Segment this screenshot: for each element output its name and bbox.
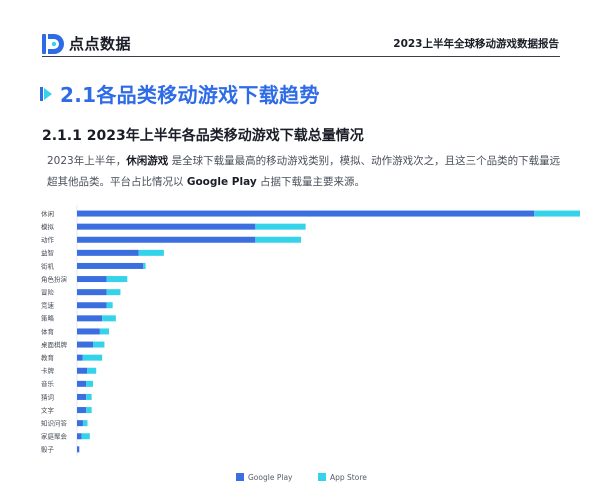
section-title: 2.1各品类移动游戏下载趋势 (60, 83, 320, 107)
bar-app-store (143, 262, 146, 269)
bar-google-play (77, 315, 103, 322)
dd-logo-icon (42, 33, 64, 54)
bar-google-play (77, 262, 144, 269)
legend-label-app-store: App Store (330, 473, 367, 482)
logo-text: 点点数据 (69, 35, 132, 53)
bar-app-store (93, 341, 105, 348)
section-heading: 2.1各品类移动游戏下载趋势 (40, 79, 320, 108)
bar-google-play (77, 276, 107, 283)
bar-google-play (77, 223, 256, 230)
bar-google-play (77, 341, 94, 348)
paragraph-text-1: 2023年上半年， (47, 155, 127, 167)
bar-google-play (77, 210, 535, 217)
category-label: 骰子 (41, 446, 55, 454)
bar-app-store (106, 276, 128, 283)
category-label: 知识问答 (41, 418, 68, 427)
bar-app-store (106, 302, 113, 309)
category-label: 家庭聚会 (41, 432, 68, 441)
category-label: 卡牌 (41, 366, 55, 375)
legend-label-google-play: Google Play (248, 473, 293, 482)
category-label: 猜词 (41, 392, 54, 401)
category-label: 竞速 (41, 301, 55, 310)
bar-google-play (77, 354, 83, 361)
bar-app-store (86, 393, 92, 400)
legend-swatch-app-store (318, 473, 326, 481)
category-label: 冒险 (41, 287, 55, 296)
category-label: 模拟 (41, 222, 55, 231)
category-label: 体育 (41, 327, 55, 336)
category-label: 桌面棋牌 (41, 340, 68, 349)
category-label: 角色扮演 (41, 274, 68, 283)
bar-app-store (86, 380, 94, 387)
legend-swatch-google-play (236, 473, 244, 481)
category-label: 益智 (41, 248, 54, 257)
bar-app-store (87, 367, 97, 374)
bar-app-store (102, 315, 116, 322)
category-label: 文字 (41, 405, 55, 414)
bar-google-play (77, 302, 107, 309)
bar-app-store (81, 433, 90, 440)
paragraph-text-3: 占据下载量主要来源。 (256, 176, 366, 188)
bar-app-store (534, 210, 580, 217)
bar-google-play (77, 249, 139, 256)
paragraph-highlight-casual: 休闲游戏 (126, 155, 169, 167)
bar-app-store (106, 289, 121, 296)
report-title: 2023上半年全球移动游戏数据报告 (393, 38, 559, 50)
bar-app-store (138, 249, 164, 256)
bar-app-store (82, 354, 103, 361)
bar-app-store (82, 420, 88, 427)
play-arrow-icon (40, 86, 52, 101)
bar-google-play (77, 433, 82, 440)
report-header: 点点数据 2023上半年全球移动游戏数据报告 (0, 0, 600, 58)
bar-google-play (77, 328, 100, 335)
category-label: 动作 (41, 235, 55, 244)
bar-google-play (77, 380, 87, 387)
category-label: 街机 (41, 261, 55, 270)
subsection-title: 2.1.1 2023年上半年各品类移动游戏下载总量情况 (42, 128, 364, 144)
bar-google-play (77, 420, 83, 427)
category-label: 教育 (41, 353, 55, 362)
category-label: 策略 (41, 314, 55, 323)
bar-google-play (77, 289, 107, 296)
header-divider (42, 56, 560, 57)
bar-google-play (77, 236, 256, 243)
logo: 点点数据 (42, 33, 131, 54)
bar-app-store (255, 223, 306, 230)
category-label: 音乐 (41, 379, 55, 388)
bar-google-play (77, 446, 80, 453)
paragraph-text-2: 是全球下载量最高的移动游戏类别，模拟、动作游戏次之，且这三个品类的下载量远超其他… (47, 155, 561, 188)
paragraph-highlight-google-play: Google Play (186, 176, 257, 188)
summary-paragraph: 2023年上半年，休闲游戏 是全球下载量最高的移动游戏类别，模拟、动作游戏次之，… (47, 151, 567, 193)
bar-google-play (77, 393, 87, 400)
bar-app-store (99, 328, 110, 335)
bar-app-store (255, 236, 302, 243)
bar-google-play (77, 367, 88, 374)
category-label: 休闲 (41, 209, 54, 218)
bar-app-store (86, 407, 92, 414)
bar-google-play (77, 407, 87, 414)
